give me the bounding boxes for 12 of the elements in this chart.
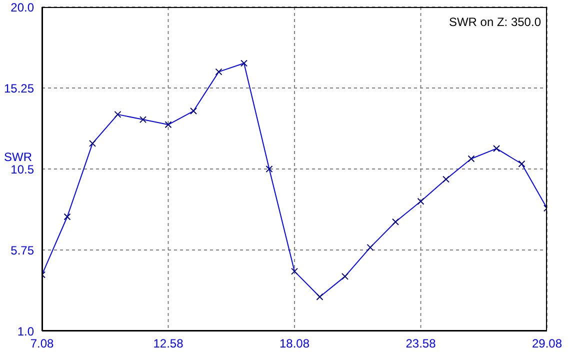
x-tick-label: 29.08 [532,336,562,351]
x-tick-label: 18.08 [279,336,310,351]
x-tick-label: 7.08 [30,336,54,351]
annotation: SWR on Z: 350.0 [448,15,541,29]
x-tick-label: 23.58 [406,336,436,351]
y-axis-title: SWR [4,150,32,164]
y-tick-label: 15.25 [4,81,34,96]
x-tick-label: 12.58 [153,336,184,351]
y-tick-label: 5.75 [10,243,34,258]
y-tick-label: 10.5 [10,162,34,176]
y-tick-label: 20.0 [10,0,34,14]
y-tick-label: 1.0 [17,324,34,338]
